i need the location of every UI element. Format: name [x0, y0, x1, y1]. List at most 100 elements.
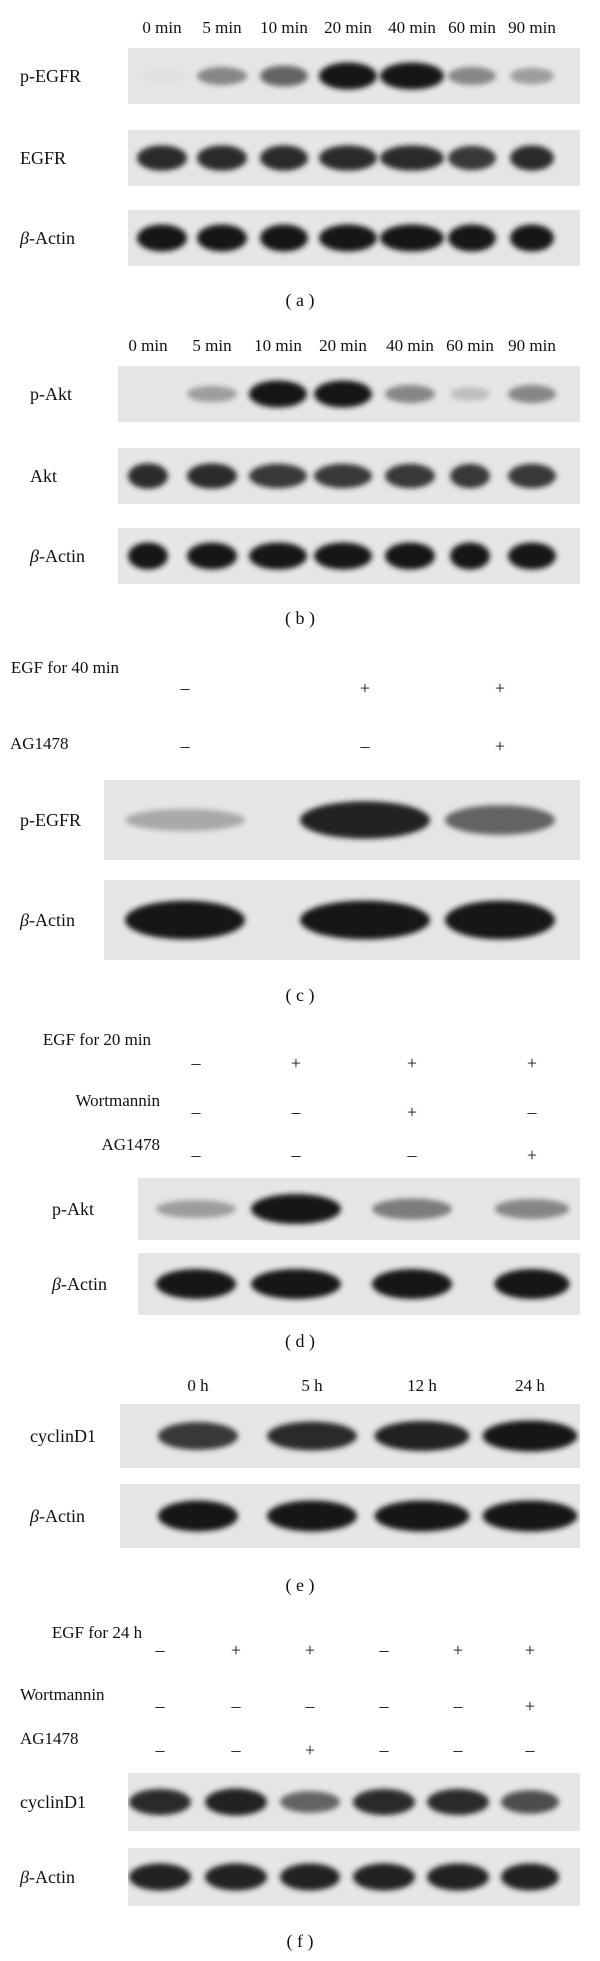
- band-lane-4: [482, 1500, 578, 1532]
- band-lane-3: [372, 1198, 452, 1220]
- treatment-sign: +: [494, 736, 506, 756]
- band-lane-1: [156, 1199, 236, 1219]
- row-label: β-Actin: [30, 545, 85, 567]
- blot-strip: [128, 48, 580, 104]
- band-lane-6: [448, 224, 496, 252]
- row-label: β-Actin: [52, 1273, 107, 1295]
- band-lane-4: [494, 1198, 570, 1220]
- band-lane-1: [137, 145, 187, 171]
- blot-strip: [120, 1484, 580, 1548]
- band-lane-5: [380, 224, 444, 252]
- band-lane-2: [300, 801, 430, 839]
- beta-symbol: β: [30, 546, 39, 566]
- panel-caption: ( a ): [285, 290, 315, 310]
- band-lane-5: [427, 1863, 489, 1891]
- lane-header: 5 h: [301, 1376, 323, 1395]
- treatment-sign: –: [407, 1145, 417, 1165]
- lane-header: 90 min: [508, 336, 556, 355]
- band-lane-1: [137, 224, 187, 252]
- band-lane-3: [374, 1500, 470, 1532]
- panel-a: 0 min 5 min 10 min 20 min 40 min 60 min 90 min…: [0, 0, 600, 320]
- lane-header: 10 min: [260, 18, 308, 37]
- band-lane-2: [267, 1500, 357, 1532]
- band-lane-3: [445, 805, 555, 835]
- blot-strip: [128, 1773, 580, 1831]
- band-lane-2: [197, 145, 247, 171]
- blot-strip: [138, 1253, 580, 1315]
- row-label-text: -Actin: [60, 1274, 107, 1294]
- band-lane-7: [508, 542, 556, 570]
- band-lane-3: [374, 1421, 470, 1451]
- treatment-label: Wortmannin: [75, 1091, 160, 1110]
- panel-caption: ( f ): [286, 1931, 314, 1951]
- band-lane-2: [251, 1268, 341, 1300]
- band-lane-3: [249, 542, 307, 570]
- treatment-sign: –: [155, 1696, 165, 1716]
- panel-c: EGF for 40 min – + + AG1478 – – + p-EGFR β-Actin (…: [0, 640, 600, 1015]
- treatment-sign: –: [155, 1740, 165, 1760]
- blot-strip: [104, 780, 580, 860]
- row-label-text: p-EGFR: [20, 66, 82, 86]
- lane-header: 40 min: [388, 18, 436, 37]
- band-lane-3: [445, 900, 555, 940]
- treatment-sign: –: [231, 1696, 241, 1716]
- band-lane-4: [353, 1863, 415, 1891]
- lane-header: 60 min: [448, 18, 496, 37]
- treatment-sign: +: [494, 678, 506, 698]
- row-label-text: p-Akt: [30, 384, 72, 404]
- band-lane-6: [448, 66, 496, 86]
- treatment-sign: –: [453, 1740, 463, 1760]
- treatment-sign: –: [180, 678, 190, 698]
- band-lane-1: [158, 1422, 238, 1450]
- panel-caption: ( c ): [285, 985, 315, 1005]
- band-lane-1: [156, 1268, 236, 1300]
- row-label: cyclinD1: [20, 1791, 86, 1813]
- treatment-label: AG1478: [10, 734, 69, 753]
- beta-symbol: β: [20, 910, 29, 930]
- lane-header: 40 min: [386, 336, 434, 355]
- treatment-sign: –: [379, 1640, 389, 1660]
- band-lane-2: [187, 385, 237, 403]
- band-lane-3: [260, 145, 308, 171]
- treatment-sign: –: [180, 736, 190, 756]
- treatment-label: AG1478: [101, 1135, 160, 1154]
- treatment-sign: +: [406, 1102, 418, 1122]
- band-lane-7: [510, 145, 554, 171]
- row-label: Akt: [30, 465, 57, 487]
- treatment-label: EGF for 20 min: [42, 1030, 152, 1049]
- lane-header: 24 h: [515, 1376, 545, 1395]
- band-lane-5: [427, 1788, 489, 1816]
- band-lane-4: [319, 145, 377, 171]
- row-label-text: -Actin: [38, 546, 85, 566]
- row-label-text: -Actin: [28, 910, 75, 930]
- row-label: β-Actin: [20, 227, 75, 249]
- treatment-sign: +: [526, 1145, 538, 1165]
- row-label-text: -Actin: [28, 1867, 75, 1887]
- band-lane-2: [251, 1193, 341, 1225]
- treatment-sign: –: [305, 1696, 315, 1716]
- blot-strip: [118, 528, 580, 584]
- panel-e: 0 h 5 h 12 h 24 h cyclinD1 β-Actin ( e ): [0, 1360, 600, 1605]
- band-lane-6: [450, 542, 490, 570]
- blot-strip: [120, 1404, 580, 1468]
- blot-strip: [104, 880, 580, 960]
- row-label-text: cyclinD1: [30, 1426, 96, 1446]
- band-lane-7: [510, 67, 554, 85]
- band-lane-2: [267, 1421, 357, 1451]
- lane-header: 5 min: [192, 336, 232, 355]
- band-lane-2: [205, 1863, 267, 1891]
- row-label-text: EGFR: [20, 148, 67, 168]
- band-lane-2: [187, 542, 237, 570]
- treatment-sign: –: [191, 1145, 201, 1165]
- band-lane-4: [353, 1788, 415, 1816]
- lane-header: 20 min: [319, 336, 367, 355]
- panel-caption: ( d ): [285, 1331, 315, 1351]
- band-lane-2: [205, 1788, 267, 1816]
- band-lane-6: [501, 1863, 559, 1891]
- lane-header: 12 h: [407, 1376, 437, 1395]
- band-lane-3: [372, 1268, 452, 1300]
- treatment-sign: +: [406, 1053, 418, 1073]
- row-label: EGFR: [20, 147, 66, 169]
- treatment-sign: –: [231, 1740, 241, 1760]
- band-lane-2: [187, 463, 237, 489]
